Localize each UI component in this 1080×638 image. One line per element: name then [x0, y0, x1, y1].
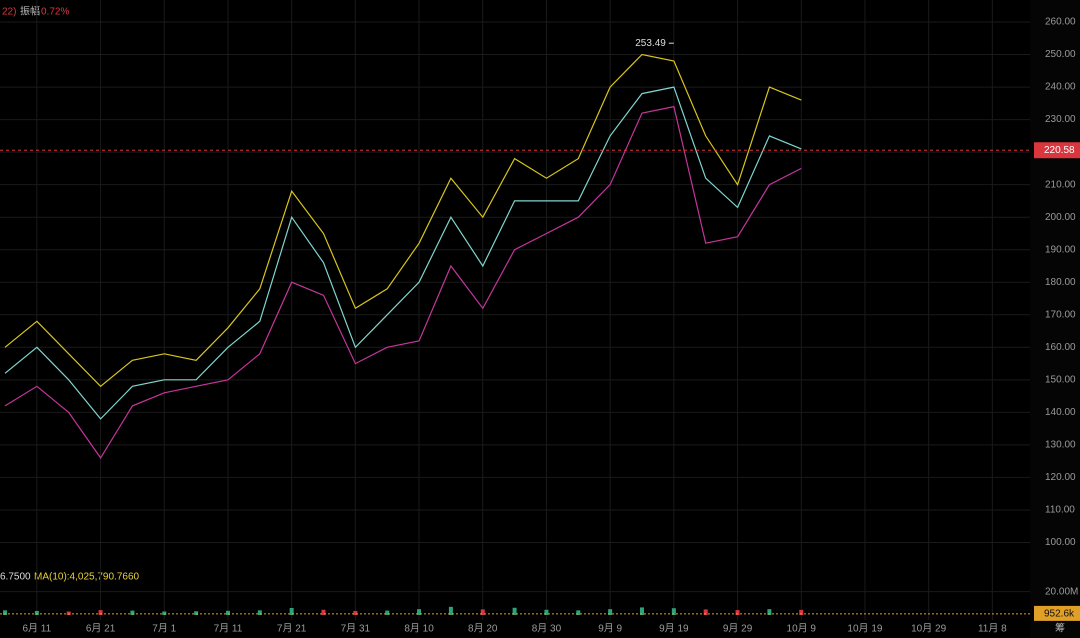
volume-bar: [225, 610, 230, 615]
volume-bar: [34, 610, 39, 615]
volume-bar: [162, 611, 167, 615]
y-tick-label: 140.00: [1045, 407, 1076, 418]
amplitude-label: 振幅: [20, 5, 40, 18]
volume-bar: [480, 609, 485, 615]
volume-ma: MA(10):4,025,790.7660: [34, 572, 140, 583]
volume-bar: [576, 610, 581, 615]
volume-bar: [385, 610, 390, 615]
axis-panel: [1030, 0, 1080, 638]
footer-label: 筹: [1055, 622, 1065, 635]
y-tick-label: 110.00: [1045, 505, 1075, 516]
x-tick-label: 8月 20: [468, 623, 498, 635]
volume-bar: [98, 610, 103, 615]
amplitude: 0.72%: [41, 7, 69, 18]
x-tick-label: 9月 19: [659, 623, 689, 635]
y-tick-label: 130.00: [1045, 440, 1076, 451]
x-tick-label: 11月 8: [978, 623, 1007, 635]
volume-bar: [735, 610, 740, 615]
x-tick-label: 6月 21: [86, 623, 116, 635]
volume-bar: [767, 609, 772, 615]
price-line: [4, 105, 802, 459]
x-tick-label: 8月 10: [404, 623, 434, 635]
header-prefix: 22): [2, 7, 16, 18]
x-tick-label: 9月 29: [723, 623, 753, 635]
volume-bar: [3, 610, 7, 615]
volume-bar: [417, 609, 422, 615]
x-tick-label: 10月 9: [787, 623, 817, 635]
volume-bar: [257, 610, 262, 615]
last-price-label: 220.58: [1044, 145, 1075, 156]
y-tick-label: 170.00: [1045, 309, 1076, 320]
x-tick-label: 8月 30: [532, 623, 562, 635]
last-price-box: [1034, 142, 1080, 159]
x-tick-label: 7月 21: [277, 623, 307, 635]
x-tick-label: 7月 1: [152, 623, 176, 635]
x-tick-label: 9月 9: [598, 623, 622, 635]
x-tick-label: 7月 31: [341, 623, 371, 635]
y-tick-label: 200.00: [1045, 212, 1076, 223]
price-line: [4, 86, 802, 420]
volume-tick-label: 20.00M: [1045, 586, 1078, 597]
x-tick-label: 10月 29: [911, 623, 946, 635]
volume-bar: [640, 607, 644, 615]
y-tick-label: 120.00: [1045, 472, 1076, 483]
y-tick-label: 250.00: [1045, 49, 1076, 60]
y-tick-label: 160.00: [1045, 342, 1076, 353]
volume-bar: [799, 609, 804, 615]
volume-bar: [512, 607, 517, 615]
x-tick-label: 6月 11: [22, 623, 51, 635]
volume-bar: [448, 606, 453, 615]
volume-bar: [671, 608, 676, 615]
volume-bar: [703, 609, 708, 615]
x-tick-label: 10月 19: [847, 623, 882, 635]
volume-bar: [321, 609, 326, 615]
high-marker: 253.49: [635, 38, 666, 49]
price-line: [4, 53, 802, 388]
y-tick-label: 260.00: [1045, 17, 1076, 28]
y-tick-label: 230.00: [1045, 114, 1076, 125]
volume-bar: [66, 611, 71, 615]
y-tick-label: 210.00: [1045, 179, 1076, 190]
last-volume-label: 952.6k: [1044, 609, 1075, 620]
volume-bar: [353, 610, 358, 615]
volume-bar: [608, 609, 613, 615]
volume-bar: [130, 610, 135, 615]
y-tick-label: 190.00: [1045, 244, 1076, 255]
y-tick-label: 100.00: [1045, 537, 1076, 548]
y-tick-label: 180.00: [1045, 277, 1076, 288]
x-tick-label: 7月 11: [214, 623, 243, 635]
volume-bar: [544, 609, 549, 615]
y-tick-label: 240.00: [1045, 82, 1076, 93]
volume-bar: [289, 608, 294, 615]
volume-bar: [194, 611, 199, 615]
volume-prefix: 6.7500: [0, 572, 31, 583]
y-tick-label: 150.00: [1045, 374, 1076, 385]
last-volume-box: [1034, 605, 1080, 621]
